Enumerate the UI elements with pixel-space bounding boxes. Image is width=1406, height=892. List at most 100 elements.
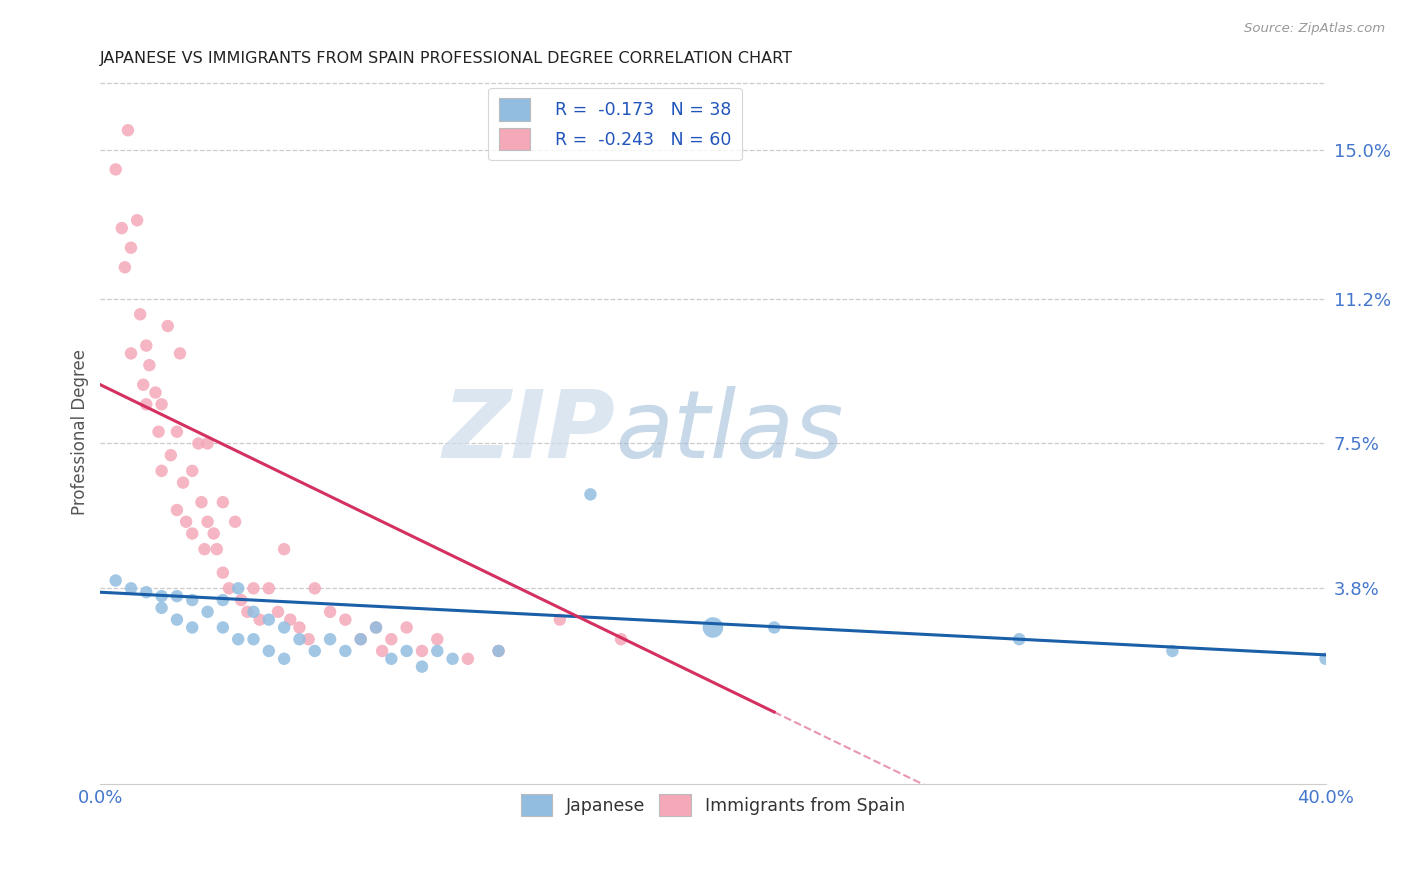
Point xyxy=(298,632,321,647)
Point xyxy=(257,582,280,596)
Point xyxy=(350,632,373,647)
Point xyxy=(226,632,249,647)
Point xyxy=(132,377,155,392)
Point xyxy=(278,613,301,627)
Point xyxy=(166,425,188,439)
Point xyxy=(273,542,295,557)
Point xyxy=(181,526,204,541)
Point xyxy=(181,593,204,607)
Point xyxy=(197,605,219,619)
Point xyxy=(426,632,449,647)
Point xyxy=(610,632,633,647)
Point xyxy=(166,613,188,627)
Point xyxy=(257,613,280,627)
Point xyxy=(267,605,290,619)
Point xyxy=(1161,644,1184,658)
Point xyxy=(135,585,157,599)
Point xyxy=(212,593,235,607)
Point xyxy=(193,542,215,557)
Point xyxy=(249,613,271,627)
Point xyxy=(212,495,235,509)
Point xyxy=(172,475,194,490)
Point xyxy=(145,385,167,400)
Point xyxy=(1008,632,1031,647)
Point xyxy=(190,495,212,509)
Text: atlas: atlas xyxy=(614,386,844,477)
Point xyxy=(114,260,136,275)
Point xyxy=(150,589,173,603)
Point xyxy=(411,644,433,658)
Point xyxy=(288,632,311,647)
Point xyxy=(548,613,571,627)
Point xyxy=(120,346,142,360)
Point xyxy=(181,620,204,634)
Point xyxy=(242,582,264,596)
Point xyxy=(111,221,134,235)
Legend: Japanese, Immigrants from Spain: Japanese, Immigrants from Spain xyxy=(512,785,914,825)
Point xyxy=(197,436,219,450)
Point xyxy=(273,620,295,634)
Point xyxy=(395,620,418,634)
Point xyxy=(202,526,225,541)
Point xyxy=(187,436,209,450)
Point xyxy=(288,620,311,634)
Point xyxy=(174,515,197,529)
Point xyxy=(457,652,479,666)
Point xyxy=(426,644,449,658)
Point xyxy=(242,632,264,647)
Point xyxy=(1315,652,1337,666)
Point xyxy=(150,600,173,615)
Point xyxy=(117,123,139,137)
Point xyxy=(148,425,170,439)
Point xyxy=(371,644,394,658)
Point xyxy=(380,652,402,666)
Point xyxy=(231,593,253,607)
Point xyxy=(169,346,191,360)
Point xyxy=(364,620,387,634)
Point xyxy=(364,620,387,634)
Point xyxy=(304,582,326,596)
Point xyxy=(212,566,235,580)
Point xyxy=(127,213,149,227)
Point xyxy=(488,644,510,658)
Text: JAPANESE VS IMMIGRANTS FROM SPAIN PROFESSIONAL DEGREE CORRELATION CHART: JAPANESE VS IMMIGRANTS FROM SPAIN PROFES… xyxy=(100,51,793,66)
Point xyxy=(135,397,157,411)
Point xyxy=(120,241,142,255)
Point xyxy=(350,632,373,647)
Point xyxy=(224,515,246,529)
Point xyxy=(395,644,418,658)
Point xyxy=(135,338,157,352)
Point xyxy=(488,644,510,658)
Point xyxy=(273,652,295,666)
Point xyxy=(197,515,219,529)
Y-axis label: Professional Degree: Professional Degree xyxy=(72,349,89,515)
Point xyxy=(702,620,724,634)
Point xyxy=(150,397,173,411)
Point xyxy=(104,162,127,177)
Point xyxy=(335,644,357,658)
Point xyxy=(212,620,235,634)
Point xyxy=(236,605,259,619)
Point xyxy=(763,620,786,634)
Point xyxy=(181,464,204,478)
Point xyxy=(120,582,142,596)
Point xyxy=(304,644,326,658)
Point xyxy=(441,652,464,666)
Point xyxy=(411,659,433,673)
Point xyxy=(150,464,173,478)
Point xyxy=(159,448,181,462)
Point xyxy=(380,632,402,647)
Text: ZIP: ZIP xyxy=(441,385,614,478)
Point xyxy=(166,589,188,603)
Point xyxy=(166,503,188,517)
Point xyxy=(156,318,179,333)
Point xyxy=(104,574,127,588)
Point xyxy=(319,632,342,647)
Point xyxy=(226,582,249,596)
Point xyxy=(257,644,280,658)
Point xyxy=(218,582,240,596)
Point xyxy=(335,613,357,627)
Point xyxy=(129,307,152,321)
Point xyxy=(138,358,160,372)
Point xyxy=(205,542,228,557)
